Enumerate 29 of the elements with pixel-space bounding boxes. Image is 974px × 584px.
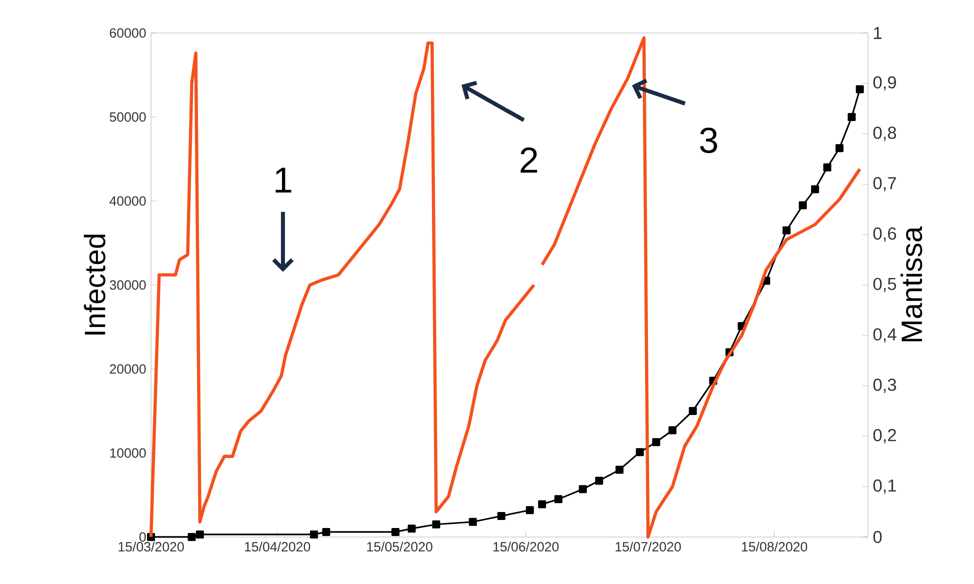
y2-tick-label: 0,2	[873, 429, 896, 444]
y2-tick-label: 0,1	[873, 479, 896, 494]
y2-tick-label: 0	[873, 530, 882, 544]
y-tick-label: 60000	[110, 28, 146, 38]
annotation: 1	[276, 168, 292, 193]
x-tick-label: 15/03/2020	[118, 542, 184, 552]
annotation: 3	[700, 128, 718, 154]
y-tick-label: 50000	[110, 112, 146, 122]
y2-axis-title: Mantissa	[900, 226, 922, 342]
x-tick-label: 15/04/2020	[244, 542, 310, 552]
x-tick-label: 15/05/2020	[367, 542, 432, 552]
y2-tick-label: 0,5	[873, 278, 896, 292]
x-tick-label: 15/06/2020	[493, 542, 559, 552]
y-axis-title: Infected	[84, 234, 106, 334]
y-tick-label: 10000	[110, 448, 146, 458]
y-tick-label: 0	[139, 532, 146, 542]
annotation: 2	[520, 147, 538, 173]
x-tick-label: 15/07/2020	[616, 542, 681, 552]
y2-tick-label: 0,8	[873, 126, 896, 141]
y2-tick-label: 0,3	[873, 378, 896, 393]
y2-tick-label: 1	[874, 27, 882, 39]
y2-tick-label: 0,4	[873, 328, 896, 343]
y-tick-label: 20000	[110, 364, 146, 374]
y2-tick-label: 0,9	[873, 76, 896, 91]
y-tick-label: 30000	[110, 280, 146, 290]
y2-tick-label: 0,7	[873, 177, 896, 192]
y2-tick-label: 0,6	[873, 227, 896, 242]
y-tick-label: 40000	[110, 196, 146, 206]
x-tick-label: 15/08/2020	[742, 542, 808, 552]
